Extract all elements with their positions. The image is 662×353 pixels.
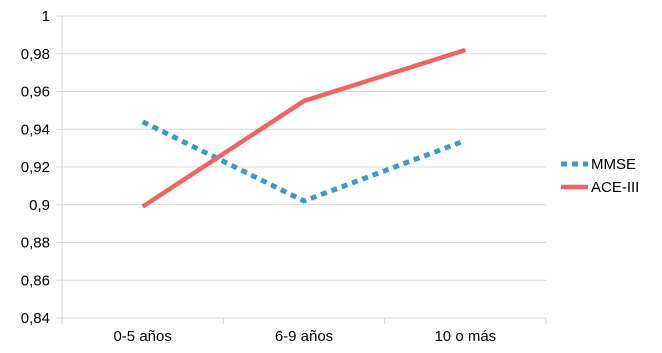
legend-label-ace-iii: ACE-III xyxy=(591,179,639,196)
x-tick-label: 6-9 años xyxy=(275,328,333,345)
series-lines xyxy=(141,47,467,209)
legend-label-mmse: MMSE xyxy=(591,156,636,173)
y-tick-label: 0,94 xyxy=(21,121,50,138)
y-tick-label: 0,88 xyxy=(21,235,50,252)
y-tick-label: 0,86 xyxy=(21,272,50,289)
series-line-ace-iii xyxy=(141,47,467,209)
x-tick-label: 10 o más xyxy=(434,328,496,345)
y-tick-labels: 0,84 0,86 0,88 0,9 0,92 0,94 0,96 0,98 1 xyxy=(21,8,50,327)
y-tick-label: 0,84 xyxy=(21,310,50,327)
x-tick-labels: 0-5 años 6-9 años 10 o más xyxy=(113,328,496,345)
y-tick-label: 0,98 xyxy=(21,46,50,63)
gridlines xyxy=(62,15,546,319)
series-line-mmse xyxy=(141,119,467,204)
y-tick-label: 0,92 xyxy=(21,159,50,176)
x-tick-label: 0-5 años xyxy=(113,328,171,345)
y-tick-label: 1 xyxy=(42,8,50,25)
y-tick-label: 0,9 xyxy=(29,197,50,214)
legend: MMSE ACE-III xyxy=(561,156,639,196)
y-tick-label: 0,96 xyxy=(21,84,50,101)
axes xyxy=(56,15,547,324)
